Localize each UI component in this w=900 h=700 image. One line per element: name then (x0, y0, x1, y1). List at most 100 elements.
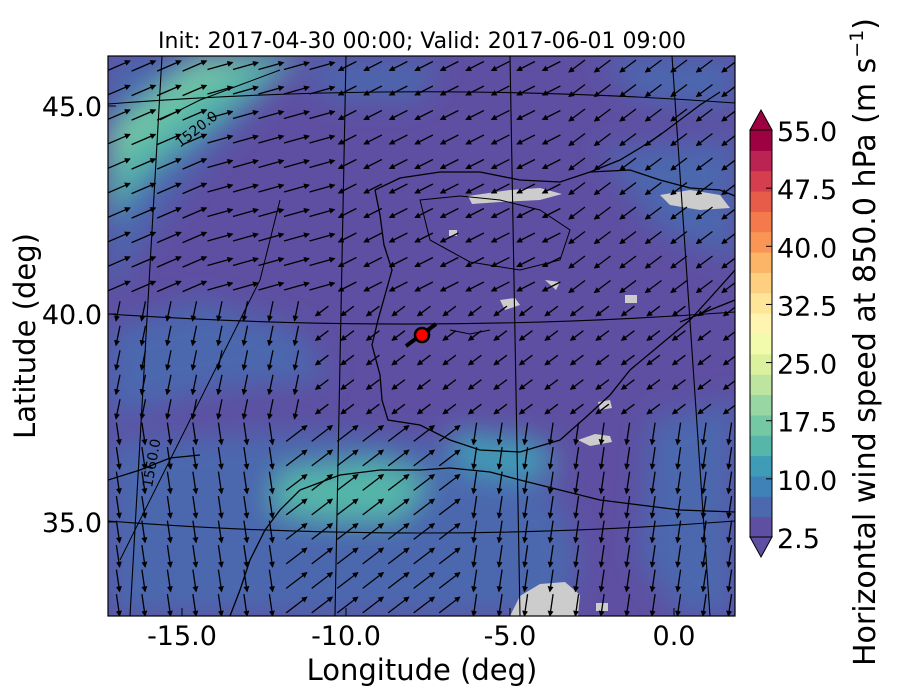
wind-arrow (292, 301, 300, 322)
wind-arrow (697, 305, 712, 317)
colorbar-segment (750, 394, 772, 416)
wind-arrow (241, 301, 249, 322)
colorbar-tick-label: 2.5 (777, 524, 820, 555)
wind-arrow (649, 520, 656, 544)
wind-arrow (362, 498, 385, 516)
wind-arrow (336, 547, 359, 565)
wind-arrow (292, 350, 300, 371)
wind-arrow (649, 594, 656, 616)
wind-arrow (695, 230, 713, 245)
wind-arrow (283, 109, 310, 120)
wind-arrow (416, 354, 431, 366)
wind-arrow (156, 182, 182, 195)
wind-arrow (115, 471, 122, 495)
wind-arrow (624, 471, 631, 495)
wind-arrow (166, 545, 173, 568)
wind-arrow (644, 230, 662, 245)
wind-arrow (337, 134, 357, 145)
wind-arrow (465, 134, 485, 145)
wind-arrow (438, 547, 461, 565)
wind-arrow (619, 181, 637, 196)
colorbar-segment (750, 272, 772, 294)
wind-arrow (182, 280, 208, 293)
wind-arrow (217, 520, 224, 544)
wind-arrow (207, 109, 234, 120)
wind-arrow (114, 301, 121, 322)
colorbar-tick-label: 47.5 (777, 175, 837, 206)
wind-arrow (336, 498, 359, 516)
wind-arrow (115, 422, 122, 446)
wind-arrow (439, 134, 459, 145)
wind-arrow (182, 133, 208, 146)
x-tick-label: 0.0 (653, 621, 696, 652)
wind-arrow (309, 85, 336, 95)
wind-arrow (268, 471, 275, 495)
wind-arrow (156, 231, 182, 244)
wind-arrow (207, 256, 234, 267)
wind-arrow (363, 207, 383, 219)
wind-arrow (285, 571, 308, 589)
wind-arrow (465, 207, 485, 219)
wind-arrow (671, 305, 686, 317)
wind-arrow (568, 132, 586, 147)
wind-arrow (516, 85, 536, 96)
x-tick-label: -15.0 (147, 621, 217, 652)
wind-arrow (541, 158, 561, 170)
wind-arrow (232, 281, 259, 291)
wind-arrow (311, 473, 334, 491)
wind-arrow (217, 447, 224, 470)
wind-arrow (141, 594, 148, 616)
wind-arrow (285, 596, 308, 614)
wind-arrow (593, 181, 611, 196)
wind-arrow (471, 471, 478, 495)
wind-arrow (671, 330, 686, 341)
wind-arrow (624, 447, 631, 470)
wind-arrow (490, 60, 510, 72)
colorbar-ticks: 2.5 10.0 17.5 25.0 32.5 40.0 47.5 55.0 (766, 117, 837, 555)
wind-arrow (108, 182, 131, 194)
wind-arrow (619, 230, 637, 245)
wind-arrow (217, 545, 224, 568)
wind-arrow (156, 84, 182, 97)
wind-arrow (496, 422, 503, 446)
wind-arrow (139, 350, 147, 371)
wind-arrow (471, 496, 478, 519)
wind-arrow (115, 520, 122, 544)
wind-arrow (258, 85, 285, 95)
wind-arrow (547, 471, 554, 495)
wind-arrow (644, 181, 662, 196)
wind-arrow (721, 110, 735, 122)
wind-arrow (541, 256, 561, 268)
wind-arrow (285, 498, 308, 516)
wind-arrow (108, 158, 131, 169)
wind-arrow (568, 83, 586, 98)
location-marker (404, 322, 438, 348)
wind-arrow (108, 207, 131, 218)
wind-arrow (624, 422, 631, 446)
wind-arrow (568, 206, 586, 220)
wind-arrow (490, 134, 510, 145)
wind-arrow (670, 279, 688, 294)
wind-arrow (258, 134, 285, 144)
wind-arrow (232, 60, 259, 71)
wind-arrow (568, 230, 586, 245)
wind-arrow (518, 330, 533, 341)
colorbar-frame (749, 129, 773, 538)
wind-arrow (516, 281, 536, 292)
wind-arrow (721, 85, 735, 98)
wind-arrow (593, 279, 611, 294)
wind-arrow (363, 109, 383, 121)
wind-arrow (467, 305, 482, 317)
wind-arrow (439, 158, 459, 170)
wind-arrow (156, 60, 182, 72)
wind-arrow (336, 449, 359, 467)
wind-arrow (388, 85, 408, 96)
wind-arrow (490, 158, 510, 170)
wind-arrow (413, 547, 436, 565)
wind-arrow (337, 232, 357, 243)
wind-arrow (207, 183, 234, 193)
wind-arrow (697, 379, 712, 390)
wind-arrow (541, 183, 561, 194)
wind-arrow (182, 182, 208, 195)
wind-arrow (649, 569, 656, 593)
